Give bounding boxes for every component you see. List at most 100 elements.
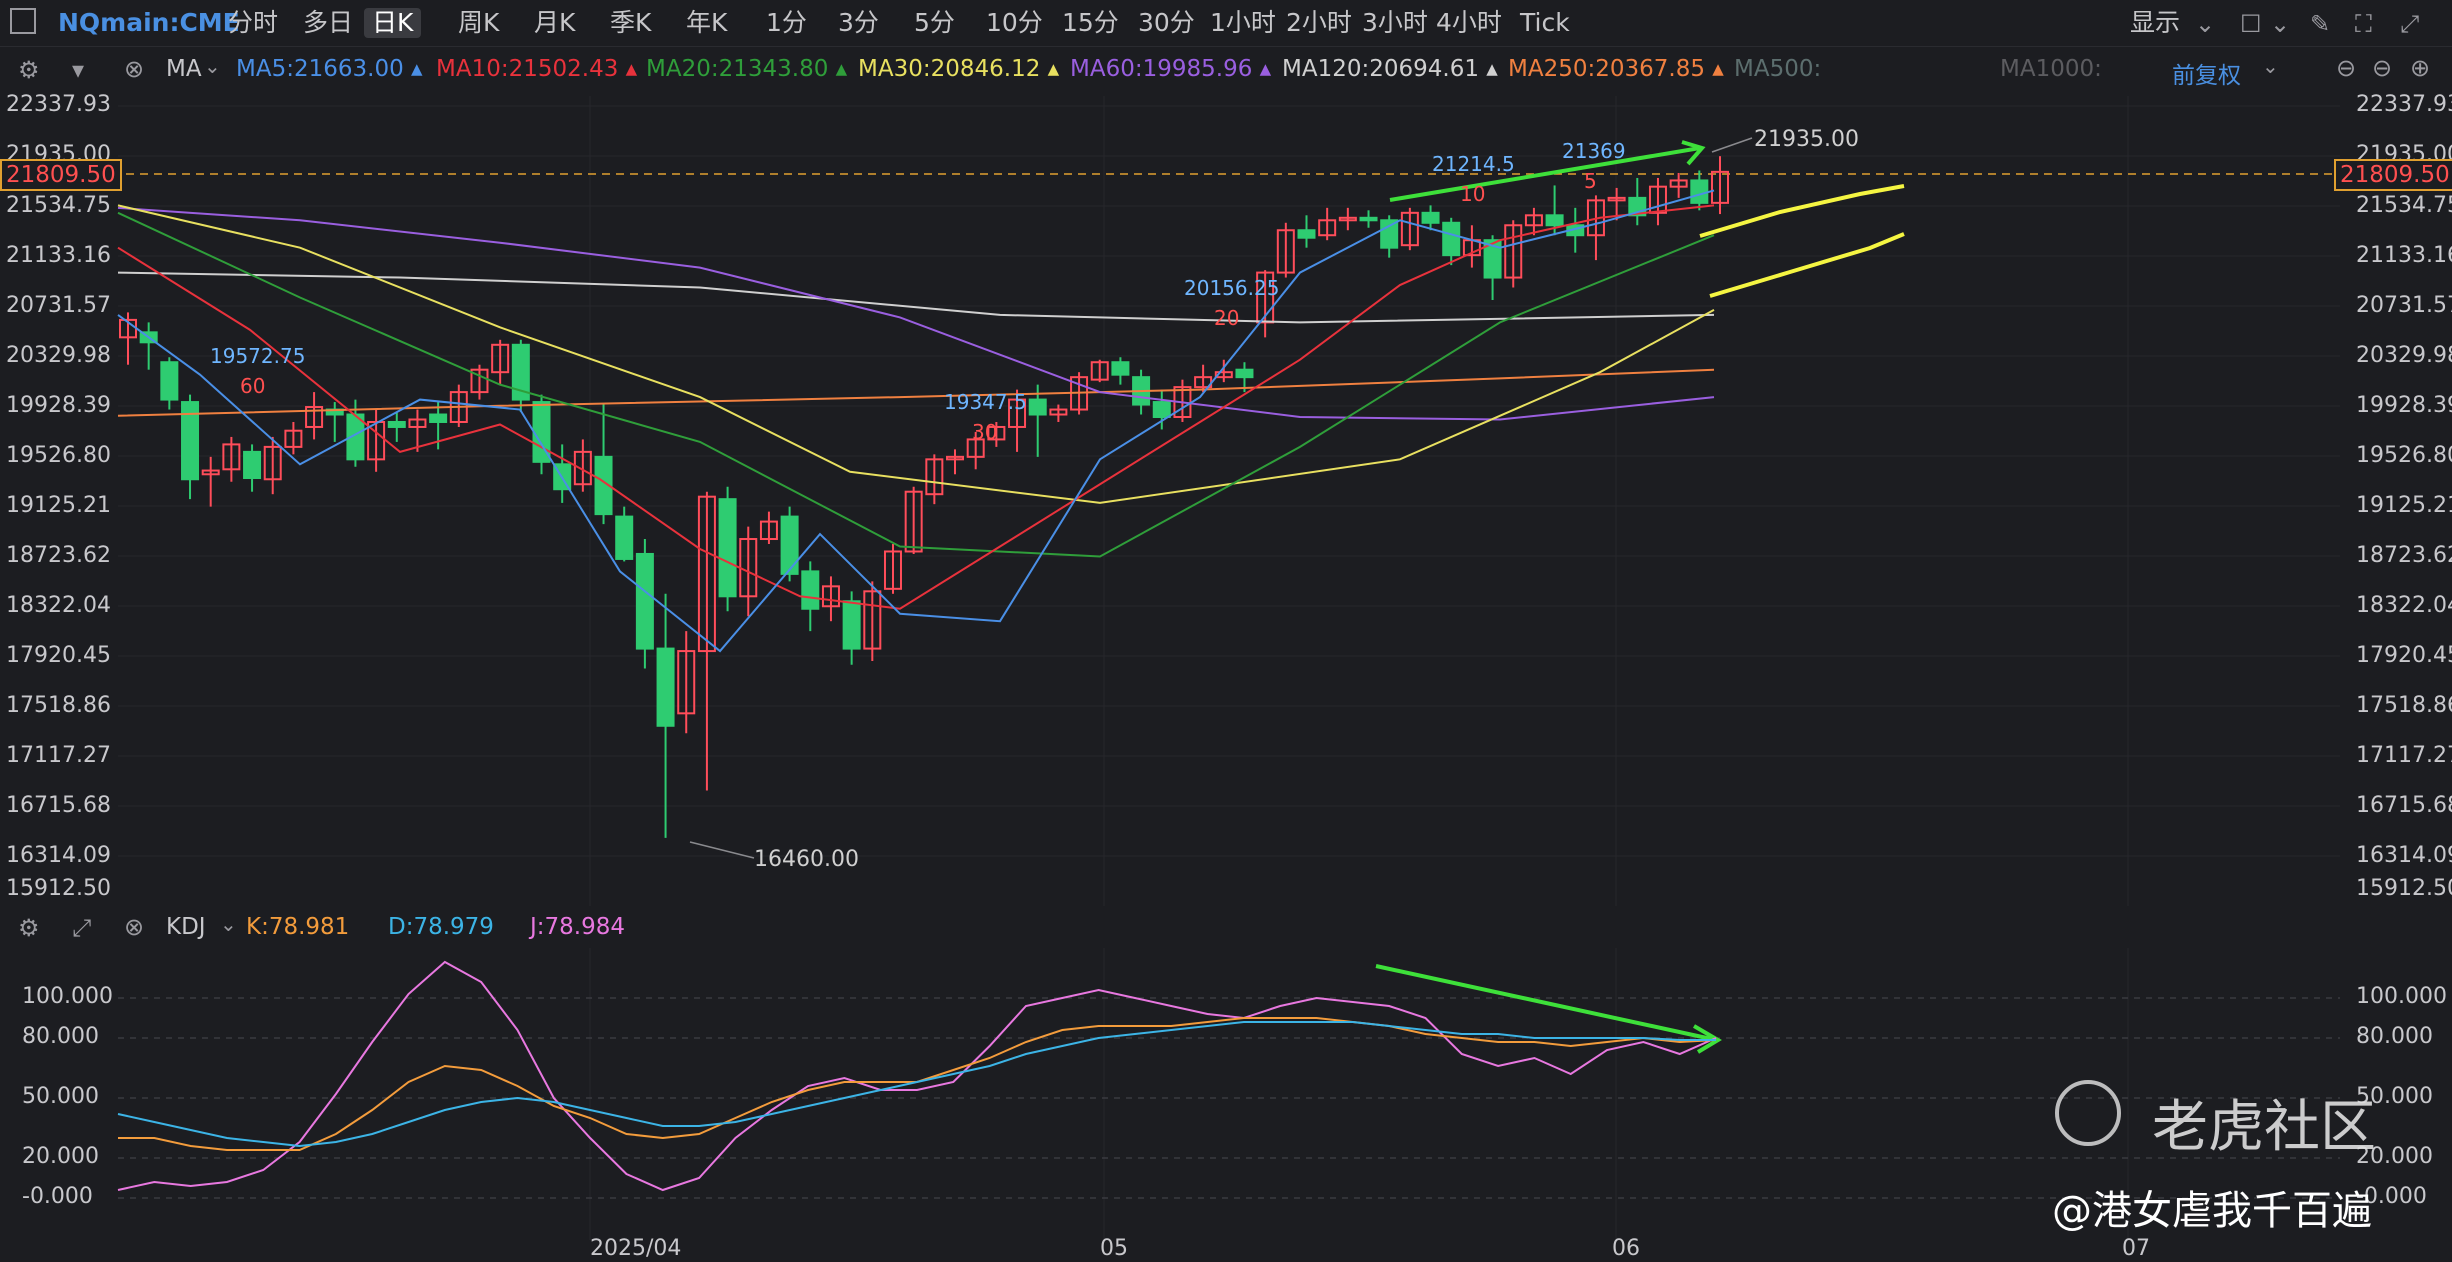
period-tab-7[interactable]: 1分 bbox=[766, 8, 807, 37]
candle-body bbox=[1483, 239, 1502, 279]
candle-body bbox=[181, 401, 200, 481]
period-tab-8[interactable]: 3分 bbox=[838, 8, 879, 37]
chevron-down-icon: ⌄ bbox=[204, 54, 221, 78]
period-tab-11[interactable]: 15分 bbox=[1062, 8, 1119, 37]
candle-body bbox=[1235, 368, 1254, 379]
symbol-label[interactable]: NQmain:CME bbox=[58, 8, 240, 37]
display-menu[interactable]: 显示 bbox=[2130, 8, 2181, 37]
price-tick-r-5: 20329.98 bbox=[2356, 343, 2452, 368]
price-tick-l-10: 18322.04 bbox=[6, 593, 111, 618]
layout-icon[interactable]: ☐ bbox=[2240, 10, 2262, 38]
swing-label-5: 21369 bbox=[1562, 139, 1626, 163]
swing-count-2: 30 bbox=[972, 420, 998, 444]
price-tick-r-8: 19125.21 bbox=[2356, 493, 2452, 518]
candle-body bbox=[1442, 221, 1461, 257]
candle-body bbox=[119, 318, 137, 339]
price-tick-r-7: 19526.80 bbox=[2356, 443, 2452, 468]
dropdown-circle-icon[interactable]: ▾ bbox=[72, 56, 85, 84]
sidebar-toggle-icon[interactable] bbox=[10, 8, 36, 34]
period-tab-14[interactable]: 2小时 bbox=[1286, 8, 1352, 37]
candle-body bbox=[821, 585, 840, 608]
projection-line-1 bbox=[1699, 184, 1905, 238]
kdj-tick-l-3: 20.000 bbox=[22, 1144, 99, 1169]
ma30-line bbox=[117, 204, 1715, 504]
period-tab-10[interactable]: 10分 bbox=[986, 8, 1043, 37]
ma-indicator-label[interactable]: MA bbox=[166, 56, 202, 82]
swing-label-2: 19347.5 bbox=[944, 390, 1027, 414]
swing-count-5: 5 bbox=[1584, 169, 1597, 193]
gear-icon[interactable]: ⚙ bbox=[18, 56, 40, 84]
period-tab-12[interactable]: 30分 bbox=[1138, 8, 1195, 37]
candle-body bbox=[1111, 361, 1130, 376]
period-tab-6[interactable]: 年K bbox=[686, 8, 728, 37]
adjust-mode-select[interactable]: 前复权 bbox=[2172, 63, 2241, 89]
price-tick-r-9: 18723.62 bbox=[2356, 543, 2452, 568]
kdj-tick-r-2: 50.000 bbox=[2356, 1084, 2433, 1109]
candle-body bbox=[1132, 376, 1151, 406]
chevron-down-icon: ⌄ bbox=[2270, 10, 2291, 38]
watermark-author: @港女虐我千百遍 bbox=[2052, 1188, 2372, 1234]
candle-body bbox=[1318, 219, 1337, 237]
candle-body bbox=[1070, 376, 1089, 411]
period-tab-15[interactable]: 3小时 bbox=[1362, 8, 1428, 37]
candle-body bbox=[615, 515, 634, 560]
period-tab-9[interactable]: 5分 bbox=[914, 8, 955, 37]
kdj-indicator-label[interactable]: KDJ bbox=[166, 914, 206, 940]
period-tab-3[interactable]: 周K bbox=[458, 8, 500, 37]
candle-body bbox=[160, 361, 179, 401]
candle-body bbox=[470, 368, 489, 394]
period-tab-5[interactable]: 季K bbox=[610, 8, 652, 37]
draw-pen-icon[interactable]: ✎ bbox=[2310, 10, 2331, 38]
ma20-line bbox=[117, 211, 1715, 558]
candle-body bbox=[511, 343, 530, 401]
candle-body bbox=[1669, 179, 1688, 188]
period-tab-1[interactable]: 多日 bbox=[303, 8, 354, 37]
add-icon[interactable]: ⊕ bbox=[2410, 54, 2431, 82]
candle-body bbox=[243, 450, 262, 480]
ma250-line bbox=[117, 368, 1715, 417]
collapse-icon[interactable]: ⊖ bbox=[2336, 54, 2357, 82]
period-tab-13[interactable]: 1小时 bbox=[1210, 8, 1276, 37]
close-icon[interactable]: ⊗ bbox=[124, 55, 145, 83]
candle-body bbox=[284, 429, 303, 448]
kdj-tick-l-2: 50.000 bbox=[22, 1084, 99, 1109]
kdj-d-line bbox=[117, 1021, 1716, 1148]
candle-body bbox=[863, 590, 882, 650]
period-tab-17[interactable]: Tick bbox=[1520, 8, 1570, 37]
minimize-icon[interactable]: ⊖ bbox=[2372, 54, 2393, 82]
price-tick-l-9: 18723.62 bbox=[6, 543, 111, 568]
candle-body bbox=[1545, 214, 1564, 227]
candle-body bbox=[532, 401, 551, 463]
period-tab-2[interactable]: 日K bbox=[364, 8, 422, 38]
kdj-k-line bbox=[118, 1017, 1717, 1151]
expand-icon[interactable]: ⤢ bbox=[2400, 10, 2420, 38]
period-tab-0[interactable]: 分时 bbox=[228, 8, 279, 37]
trend-arrow-head bbox=[1681, 140, 1706, 166]
trend-arrow-kdj-head bbox=[1692, 1024, 1722, 1054]
price-tick-l-13: 17117.27 bbox=[6, 743, 111, 768]
candle-body bbox=[1380, 219, 1399, 249]
candle-body bbox=[883, 550, 902, 590]
ma60-line bbox=[117, 206, 1715, 421]
chevron-down-icon: ⌄ bbox=[2262, 54, 2279, 78]
candle-body bbox=[1028, 398, 1047, 416]
candle-body bbox=[1090, 361, 1109, 381]
price-tick-r-3: 21133.16 bbox=[2356, 243, 2452, 268]
close-icon[interactable]: ⊗ bbox=[124, 913, 145, 941]
period-tab-4[interactable]: 月K bbox=[534, 8, 576, 37]
ma5-line bbox=[117, 189, 1715, 653]
candle-body bbox=[842, 600, 861, 650]
gear-icon[interactable]: ⚙ bbox=[18, 914, 40, 942]
resize-icon[interactable]: ⤢ bbox=[72, 914, 92, 942]
ma-value-8: MA1000: bbox=[2000, 56, 2102, 82]
fullscreen-icon[interactable]: ⛶ bbox=[2355, 10, 2372, 38]
price-tick-l-8: 19125.21 bbox=[6, 493, 111, 518]
ma-legend-bar: ⚙ ▾ ⊗ MA ⌄ MA5:21663.00 ▴ MA10:21502.43 ▴… bbox=[0, 50, 2452, 92]
price-tick-l-5: 20329.98 bbox=[6, 343, 111, 368]
period-tab-16[interactable]: 4小时 bbox=[1436, 8, 1502, 37]
candle-body bbox=[222, 443, 241, 471]
candle-body bbox=[759, 520, 778, 541]
chevron-down-icon: ⌄ bbox=[2195, 10, 2216, 38]
candle-body bbox=[1566, 224, 1585, 237]
